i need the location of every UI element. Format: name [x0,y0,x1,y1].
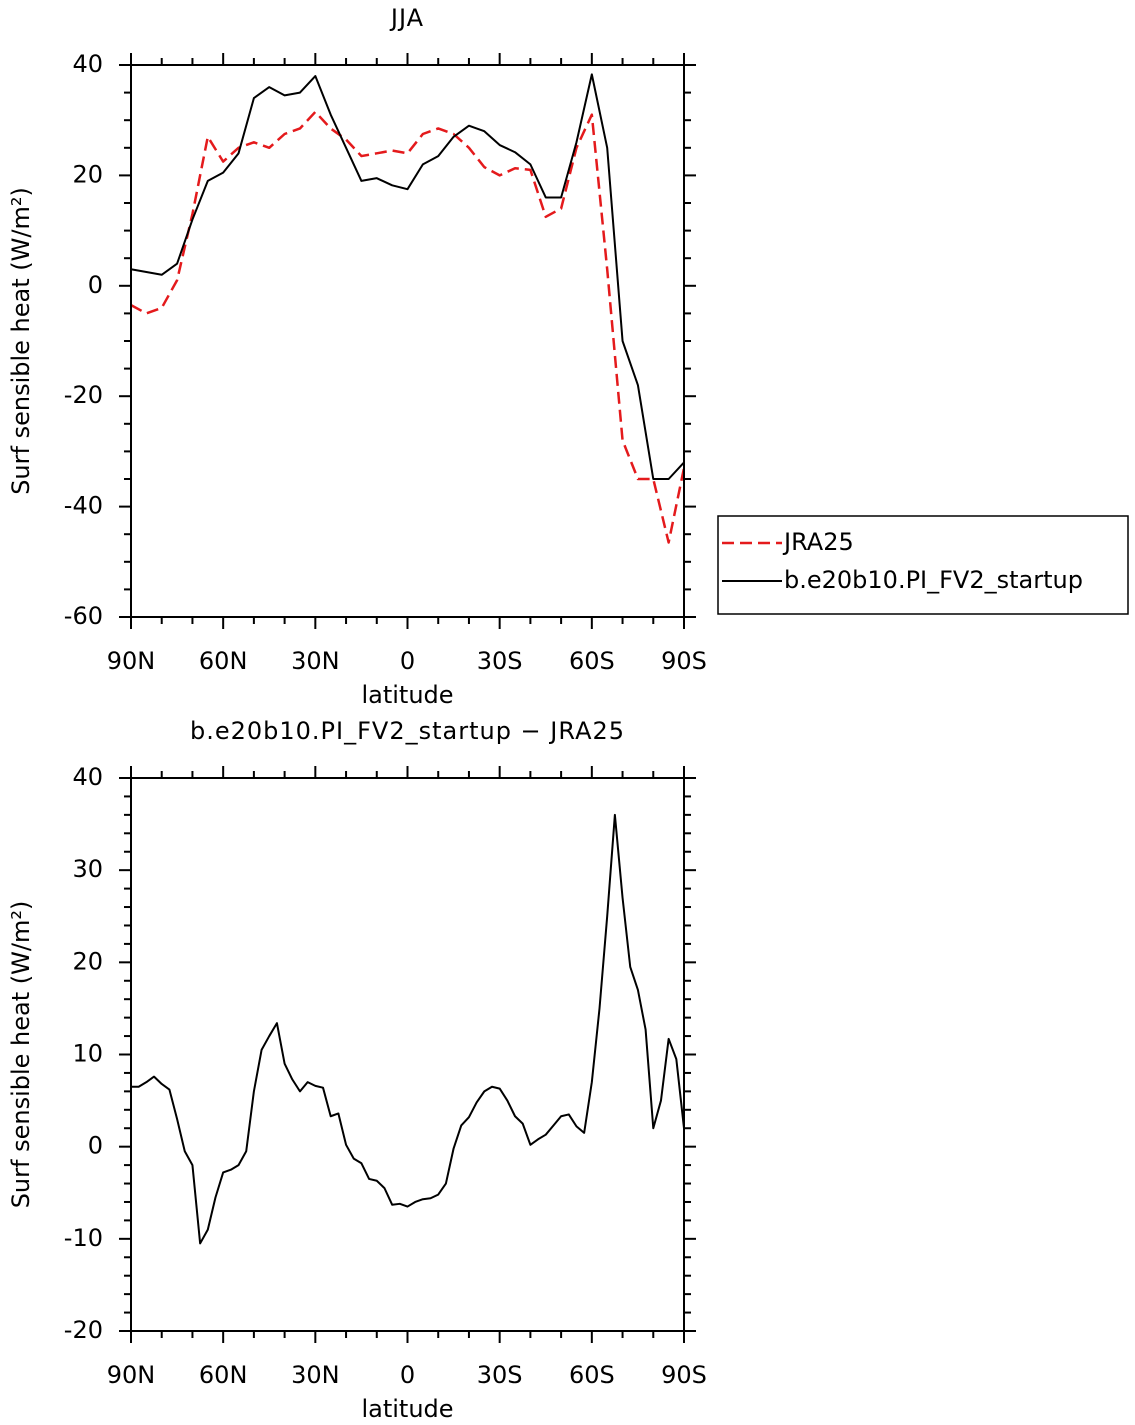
y-tick-label: -20 [64,381,103,409]
x-tick-label: 0 [400,647,415,675]
y-tick-label: 10 [72,1040,103,1068]
legend-label: JRA25 [782,528,854,556]
y-tick-label: 30 [72,855,103,883]
y-axis-label: Surf sensible heat (W/m²) [7,187,35,495]
x-tick-label: 30S [477,1361,523,1389]
x-tick-label: 90S [661,647,707,675]
y-tick-label: 0 [88,271,103,299]
x-tick-label: 90N [107,647,156,675]
chart-title: b.e20b10.PI_FV2_startup − JRA25 [190,717,625,745]
x-tick-label: 30S [477,647,523,675]
data-line [130,73,685,480]
plot-frame [130,64,685,618]
y-tick-label: -10 [64,1224,103,1252]
y-tick-label: 20 [72,947,103,975]
legend-label: b.e20b10.PI_FV2_startup [784,566,1083,594]
legend-box [717,515,1129,615]
x-tick-label: 30N [291,1361,340,1389]
data-line [131,813,685,1245]
y-tick-label: 0 [88,1132,103,1160]
x-tick-label: 90S [661,1361,707,1389]
y-tick-label: 20 [72,160,103,188]
y-tick-label: -40 [64,492,103,520]
x-tick-label: 60N [199,647,248,675]
x-tick-label: 60N [199,1361,248,1389]
x-tick-label: 60S [569,1361,615,1389]
y-tick-label: 40 [72,50,103,78]
x-tick-label: 0 [400,1361,415,1389]
plot-frame [130,777,685,1332]
x-axis-label: latitude [361,681,453,709]
x-tick-label: 60S [569,647,615,675]
x-axis-label: latitude [361,1395,453,1423]
y-tick-label: -20 [64,1316,103,1344]
y-tick-label: -60 [64,602,103,630]
x-tick-label: 30N [291,647,340,675]
x-tick-label: 90N [107,1361,156,1389]
y-axis-label: Surf sensible heat (W/m²) [7,901,35,1209]
y-tick-label: 40 [72,763,103,791]
data-line [130,110,686,544]
chart-title: JJA [389,4,424,32]
